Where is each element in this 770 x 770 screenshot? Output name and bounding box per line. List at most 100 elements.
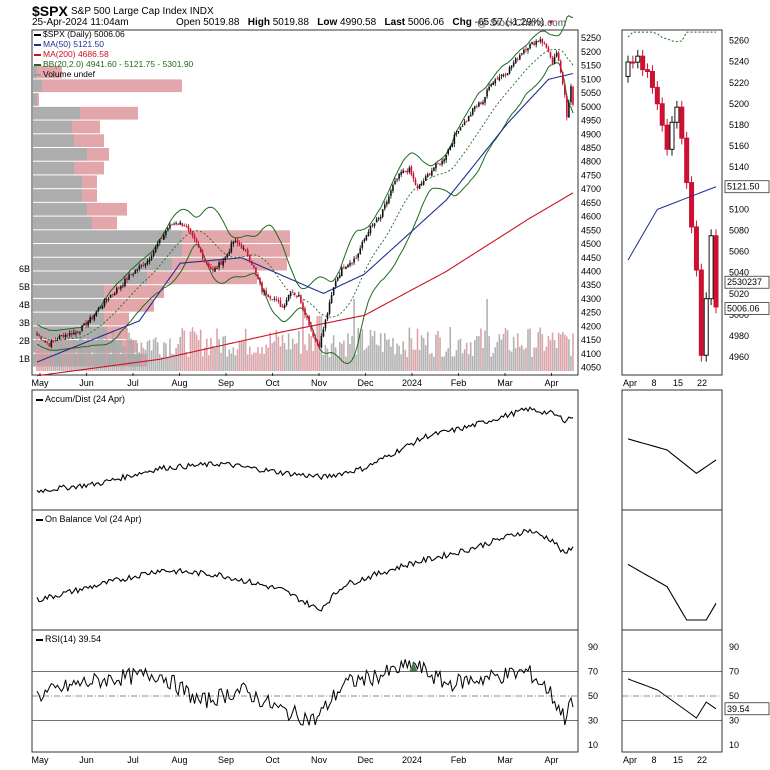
candle-body — [437, 163, 439, 165]
candle-body — [535, 41, 537, 45]
volume-bar — [158, 354, 161, 371]
vbp-down-bar — [37, 93, 39, 106]
volume-bar — [308, 333, 310, 371]
candle-body — [113, 293, 116, 296]
candle-body — [400, 172, 402, 175]
volume-bar — [527, 329, 529, 371]
volume-bar — [314, 335, 317, 371]
candle-body — [216, 268, 218, 269]
volume-bar — [519, 346, 521, 371]
candle-body — [283, 305, 286, 308]
candle-body — [203, 259, 206, 262]
volume-bar — [285, 349, 288, 371]
candle-body — [334, 280, 337, 287]
vbp-up-bar — [32, 216, 92, 230]
candle-body — [244, 249, 247, 251]
volume-bar — [77, 345, 79, 371]
month-label: Feb — [451, 378, 467, 388]
zoom-date-label: Apr — [623, 755, 637, 765]
volume-bar — [355, 354, 357, 371]
vbp-down-bar — [104, 298, 154, 312]
candle-body — [355, 257, 357, 259]
volume-bar — [171, 354, 173, 371]
candle-body — [365, 235, 368, 241]
candle-body — [101, 305, 104, 309]
candle-body — [87, 321, 89, 326]
candle-body — [77, 331, 79, 334]
candle-body — [173, 223, 175, 225]
volume-bar — [291, 338, 294, 371]
volume-bar — [130, 338, 132, 371]
volume-bar — [453, 356, 456, 371]
price-tick-label: 4050 — [581, 363, 601, 373]
volume-bar — [226, 356, 229, 371]
volume-bar — [547, 335, 550, 371]
zoom-candle-body — [659, 103, 665, 126]
candle-body — [142, 264, 145, 266]
zoom-tick-label: 5220 — [729, 78, 749, 88]
zoom-candle-body — [635, 55, 641, 63]
candle-body — [68, 333, 71, 336]
volume-tick-label: 5B — [19, 282, 30, 292]
volume-value-tag-box — [724, 275, 770, 289]
candle-body — [488, 86, 490, 91]
candle-body — [181, 223, 184, 226]
volume-bar — [474, 340, 476, 371]
legend-item: BB(20,2.0) 4941.60 - 5121.75 - 5301.90 — [34, 59, 193, 69]
month-label: 2024 — [402, 378, 422, 388]
candle-body — [388, 196, 390, 203]
volume-bar — [134, 355, 136, 371]
volume-bar — [179, 336, 182, 371]
candle-body — [257, 274, 259, 279]
volume-bar — [118, 349, 120, 371]
volume-bar — [334, 347, 337, 371]
volume-bar — [351, 335, 353, 371]
candle-body — [406, 170, 409, 173]
volume-bar — [508, 350, 511, 371]
candle-body — [183, 224, 186, 226]
volume-bar — [261, 347, 263, 371]
volume-bar — [369, 329, 372, 371]
candle-body — [482, 102, 484, 104]
candle-body — [308, 316, 310, 326]
ma50-value-tag-box — [724, 180, 770, 194]
volume-bar — [426, 331, 429, 371]
vbp-down-bar — [172, 257, 287, 271]
volume-bar — [414, 349, 417, 371]
month-label: Oct — [265, 378, 280, 388]
volume-bar — [38, 348, 40, 371]
zoom-candle-body — [664, 124, 670, 150]
candle-body — [165, 231, 167, 235]
volume-bar — [277, 336, 280, 371]
volume-bar — [566, 336, 568, 371]
legend-text: $SPX (Daily) 5006.06 — [43, 29, 125, 39]
zoom-candle-body — [654, 86, 660, 105]
volume-bar — [163, 342, 165, 371]
last-value: 5006.06 — [407, 17, 445, 28]
candle-body — [226, 253, 229, 258]
chg-label: Chg — [452, 17, 472, 28]
zoom-tick-label: 5060 — [729, 247, 749, 257]
legend-swatch — [34, 43, 41, 46]
ticker-description: S&P 500 Large Cap Index INDX — [71, 6, 214, 17]
volume-bar — [234, 355, 237, 371]
candle-body — [545, 43, 548, 48]
volume-bar — [236, 349, 239, 371]
vbp-down-bar — [82, 189, 97, 202]
ma50-value-tag: 5121.50 — [727, 182, 760, 192]
volume-bar — [222, 336, 224, 371]
candle-body — [81, 325, 83, 332]
volume-bar — [514, 348, 517, 371]
candle-body — [561, 72, 564, 84]
volume-bar — [148, 339, 151, 371]
candle-body — [486, 89, 488, 97]
month-label: Jul — [127, 755, 139, 765]
volume-bar — [537, 332, 540, 371]
volume-bar — [66, 346, 69, 371]
zoom-tick-label: 5080 — [729, 226, 749, 236]
candle-body — [138, 266, 141, 270]
candle-body — [306, 315, 308, 318]
zoom-candle-body — [640, 55, 646, 71]
obv-panel-frame — [31, 509, 579, 631]
volume-bar — [549, 340, 552, 371]
